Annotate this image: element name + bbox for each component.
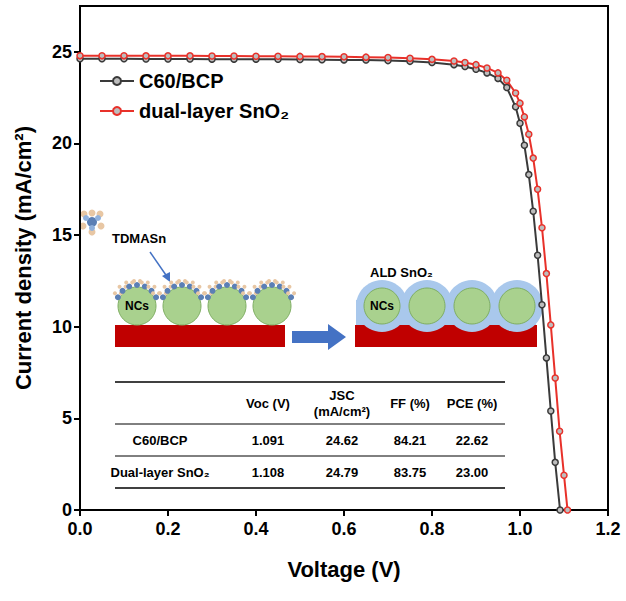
- svg-text:83.75: 83.75: [394, 465, 427, 480]
- svg-text:25: 25: [52, 42, 72, 62]
- svg-text:24.79: 24.79: [326, 465, 359, 480]
- svg-text:ALD SnO₂: ALD SnO₂: [370, 265, 433, 280]
- svg-text:0.6: 0.6: [331, 519, 356, 539]
- svg-text:84.21: 84.21: [394, 433, 427, 448]
- svg-text:0.2: 0.2: [155, 519, 180, 539]
- svg-text:NCs: NCs: [370, 299, 394, 313]
- svg-text:10: 10: [52, 317, 72, 337]
- svg-text:0.0: 0.0: [67, 519, 92, 539]
- svg-text:23.00: 23.00: [456, 465, 489, 480]
- svg-text:0.4: 0.4: [243, 519, 268, 539]
- svg-text:dual-layer SnO₂: dual-layer SnO₂: [139, 100, 289, 122]
- svg-text:Dual-layer SnO₂: Dual-layer SnO₂: [111, 465, 210, 480]
- svg-text:FF (%): FF (%): [390, 396, 430, 411]
- svg-text:22.62: 22.62: [456, 433, 489, 448]
- svg-text:C60/BCP: C60/BCP: [133, 433, 188, 448]
- svg-text:20: 20: [52, 133, 72, 153]
- svg-text:JSC: JSC: [329, 388, 355, 403]
- svg-text:5: 5: [62, 408, 72, 428]
- svg-text:15: 15: [52, 225, 72, 245]
- svg-text:1.091: 1.091: [252, 433, 285, 448]
- svg-text:Voc (V): Voc (V): [246, 396, 290, 411]
- svg-text:PCE (%): PCE (%): [447, 396, 498, 411]
- svg-text:1.108: 1.108: [252, 465, 285, 480]
- svg-text:C60/BCP: C60/BCP: [139, 70, 223, 92]
- svg-text:0.8: 0.8: [419, 519, 444, 539]
- svg-text:(mA/cm²): (mA/cm²): [314, 404, 370, 419]
- svg-text:1.2: 1.2: [595, 519, 620, 539]
- svg-text:Current density (mA/cm²): Current density (mA/cm²): [11, 126, 36, 390]
- svg-text:Voltage (V): Voltage (V): [287, 557, 400, 582]
- svg-text:TDMASn: TDMASn: [112, 231, 166, 246]
- svg-text:0: 0: [62, 500, 72, 520]
- svg-text:1.0: 1.0: [507, 519, 532, 539]
- svg-text:NCs: NCs: [125, 299, 149, 313]
- svg-text:24.62: 24.62: [326, 433, 359, 448]
